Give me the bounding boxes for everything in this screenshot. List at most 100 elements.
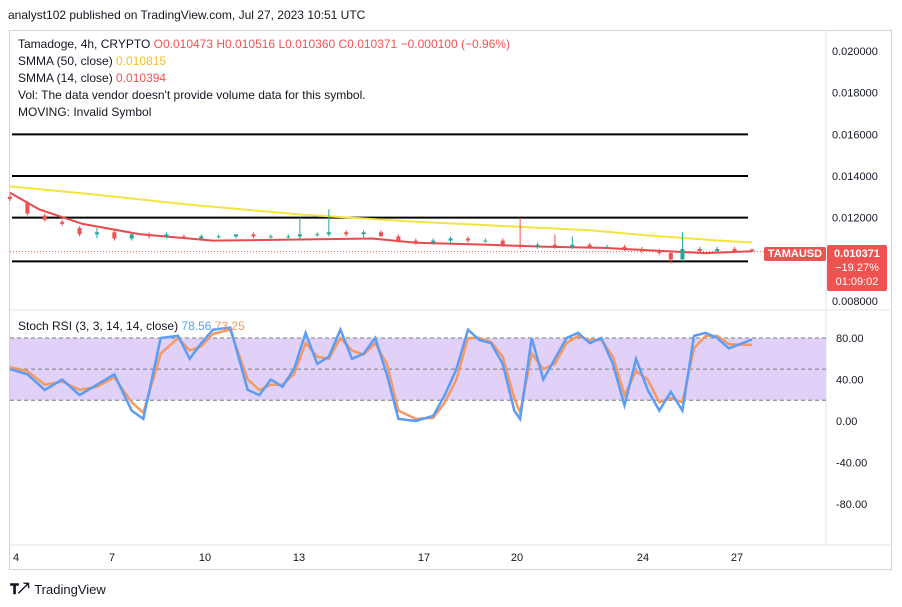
- legend-vol-row[interactable]: Vol: The data vendor doesn't provide vol…: [18, 88, 366, 102]
- stoch-pane: [9, 326, 826, 423]
- candle-body-24: [413, 240, 418, 243]
- stoch-tick-label: -80.00: [836, 499, 867, 511]
- candle-body-14: [251, 234, 256, 237]
- price-tick-label: 0.014000: [832, 171, 878, 183]
- candle-body-5: [94, 232, 99, 235]
- price-tag-change: −19.27%: [835, 262, 879, 274]
- candle-body-7: [129, 234, 134, 239]
- legend: Tamadoge, 4h, CRYPTO O0.010473 H0.010516…: [18, 36, 510, 121]
- candle-body-39: [668, 253, 673, 260]
- smma14-line: [9, 191, 753, 255]
- candle-body-34: [587, 244, 592, 247]
- publisher-line: analyst102 published on TradingView.com,…: [8, 8, 366, 22]
- footer[interactable]: 𝐓↗ TradingView: [10, 581, 106, 598]
- legend-ohlc-row: Tamadoge, 4h, CRYPTO O0.010473 H0.010516…: [18, 36, 510, 53]
- candle-body-3: [60, 221, 65, 224]
- candle-body-33: [570, 244, 575, 247]
- legend-close: C0.010371: [338, 37, 398, 51]
- legend-smma50-row[interactable]: SMMA (50, close) 0.010815: [18, 53, 510, 70]
- smma50-label: SMMA (50, close): [18, 54, 113, 68]
- candle-body-36: [622, 246, 627, 249]
- candle-body-17: [297, 234, 302, 237]
- time-tick-label: 24: [637, 552, 649, 564]
- candle-body-25: [431, 240, 436, 243]
- candle-body-13: [234, 234, 239, 237]
- candle-body-0: [8, 196, 12, 199]
- candle-body-23: [396, 236, 401, 241]
- smma14-label: SMMA (14, close): [18, 71, 113, 85]
- time-tick-label: 7: [109, 552, 115, 564]
- candle-body-41: [697, 248, 702, 251]
- legend-moving-row[interactable]: MOVING: Invalid Symbol: [18, 105, 152, 119]
- candle-body-40: [680, 248, 685, 260]
- candle-body-18: [315, 234, 320, 236]
- price-tick-label: 0.020000: [832, 46, 878, 58]
- candle-body-42: [715, 248, 720, 251]
- candle-body-29: [500, 240, 505, 245]
- tradingview-logo-icon: 𝐓↗: [10, 581, 29, 597]
- smma50-value: 0.010815: [116, 54, 167, 68]
- candle-body-16: [286, 236, 291, 238]
- candle-body-32: [552, 244, 557, 247]
- smma14-value: 0.010394: [116, 71, 167, 85]
- time-tick-label: 20: [511, 552, 523, 564]
- price-tick-label: 0.008000: [832, 296, 878, 308]
- time-tick-label: 27: [731, 552, 743, 564]
- price-pane-levels: [10, 30, 892, 546]
- symbol-tag: TAMAUSD: [764, 247, 826, 261]
- candle-body-2: [42, 215, 47, 220]
- legend-symbol: Tamadoge, 4h, CRYPTO: [18, 37, 151, 51]
- price-tick-label: 0.016000: [832, 129, 878, 141]
- stoch-tick-label: 80.00: [836, 333, 864, 345]
- candle-body-8: [147, 234, 152, 237]
- candle-body-27: [465, 238, 470, 241]
- time-tick-label: 4: [13, 552, 19, 564]
- candle-body-43: [732, 248, 737, 251]
- candle-body-31: [535, 244, 540, 247]
- candle-body-11: [199, 236, 204, 239]
- stoch-tick-label: 40.00: [836, 375, 864, 387]
- candle-body-10: [181, 236, 186, 239]
- stoch-legend[interactable]: Stoch RSI (3, 3, 14, 14, close) 78.56 73…: [18, 319, 245, 333]
- legend-smma14-row[interactable]: SMMA (14, close) 0.010394: [18, 70, 510, 87]
- candles: [8, 194, 754, 264]
- candle-body-4: [77, 228, 82, 235]
- price-axis: 0.020000 0.018000 0.016000 0.014000 0.012000…: [832, 46, 878, 308]
- legend-high: H0.010516: [216, 37, 276, 51]
- candle-body-21: [361, 232, 366, 235]
- price-tag: 0.010371 −19.27% 01:09:02: [827, 245, 887, 291]
- candle-body-15: [268, 236, 273, 238]
- candle-body-37: [639, 248, 644, 251]
- chart-frame: [9, 30, 892, 570]
- candle-body-22: [379, 232, 383, 237]
- price-tag-countdown: 01:09:02: [835, 276, 879, 288]
- stoch-k-value: 78.56: [181, 319, 212, 333]
- candle-body-1: [25, 203, 30, 214]
- price-tag-price: 0.010371: [834, 248, 880, 260]
- candle-body-38: [657, 251, 662, 254]
- legend-change: −0.000100 (−0.96%): [400, 37, 510, 51]
- time-tick-label: 10: [199, 552, 211, 564]
- candle-body-44: [750, 249, 754, 252]
- time-axis: 4 7 10 13 17 20 24 27: [13, 552, 743, 564]
- candle-body-26: [448, 238, 453, 241]
- smma50-line: [9, 185, 753, 244]
- time-tick-label: 13: [293, 552, 305, 564]
- price-tick-label: 0.018000: [832, 88, 878, 100]
- candle-body-28: [483, 240, 488, 242]
- legend-open: O0.010473: [153, 37, 214, 51]
- stoch-tick-label: 0.00: [836, 416, 857, 428]
- stoch-k-line: [9, 326, 753, 423]
- stoch-tick-label: -40.00: [836, 458, 867, 470]
- stoch-label: Stoch RSI (3, 3, 14, 14, close): [18, 319, 179, 333]
- smma14-path: [9, 191, 753, 255]
- legend-low: L0.010360: [278, 37, 336, 51]
- candle-body-19: [326, 232, 331, 235]
- candle-body-12: [216, 236, 221, 238]
- candle-body-6: [112, 232, 117, 239]
- smma50-path: [9, 185, 753, 244]
- price-tick-label: 0.012000: [832, 213, 878, 225]
- time-tick-label: 17: [418, 552, 430, 564]
- stoch-d-value: 73.25: [214, 319, 245, 333]
